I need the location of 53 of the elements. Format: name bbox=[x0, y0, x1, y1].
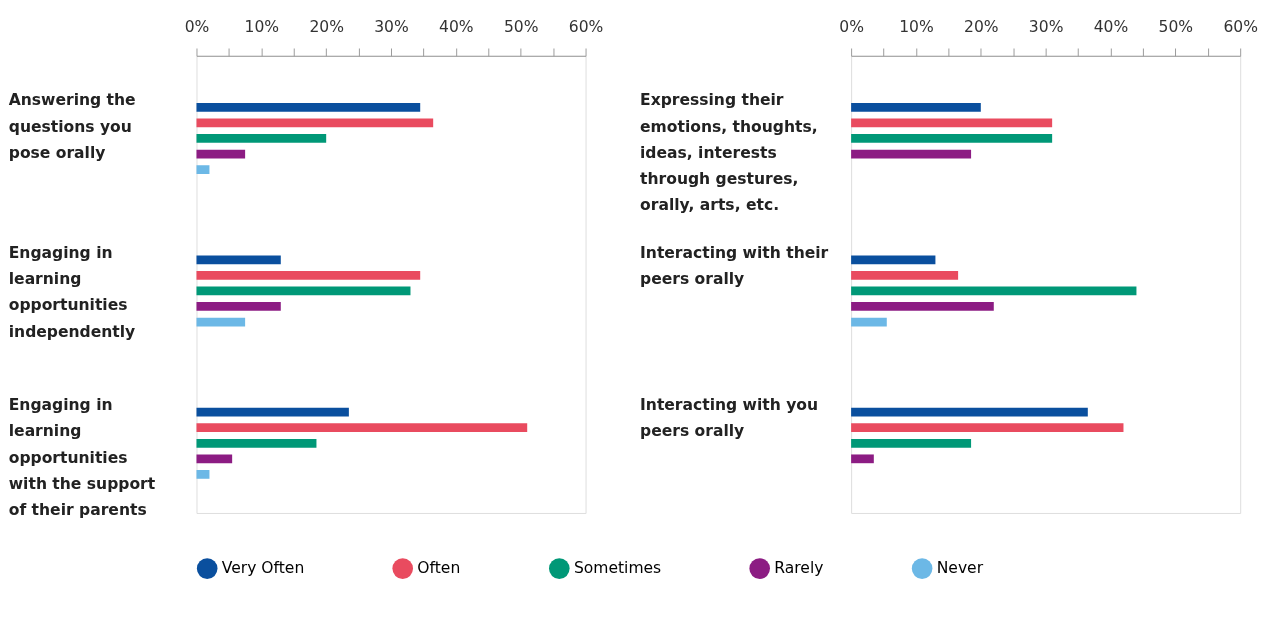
bar bbox=[196, 286, 411, 296]
bar bbox=[851, 134, 1053, 143]
bar bbox=[196, 270, 421, 280]
y-tick-label: Expressing their emotions, thoughts, ideas, interests through gestures, orally, arts, etc. bbox=[640, 91, 818, 215]
bar bbox=[196, 317, 246, 327]
bar bbox=[196, 407, 349, 417]
y-tick-label: Interacting with their peers orally bbox=[640, 243, 829, 289]
x-tick-label: 50% bbox=[503, 17, 539, 36]
x-tick-label: 50% bbox=[1158, 17, 1194, 36]
bar bbox=[851, 118, 1053, 128]
bar bbox=[851, 438, 972, 448]
legend-label: Never bbox=[936, 559, 984, 578]
x-tick-label: 20% bbox=[964, 17, 999, 36]
y-tick-label: Engaging in learning opportunities with the support of their parents bbox=[8, 396, 156, 520]
bar bbox=[196, 118, 434, 128]
y-tick-label: Interacting with you peers orally bbox=[640, 396, 819, 441]
bar bbox=[851, 454, 874, 464]
bar bbox=[196, 423, 528, 433]
x-tick-label: 30% bbox=[374, 17, 409, 36]
x-tick-label: 40% bbox=[1093, 17, 1129, 36]
legend-label: Very Often bbox=[221, 559, 305, 578]
x-tick-label: 0% bbox=[184, 17, 210, 36]
bar bbox=[196, 454, 233, 464]
legend-label: Sometimes bbox=[573, 559, 662, 578]
x-tick-label: 40% bbox=[439, 17, 474, 36]
x-tick-label: 10% bbox=[899, 17, 934, 36]
x-tick-label: 20% bbox=[309, 17, 344, 36]
bar bbox=[196, 102, 421, 112]
bar bbox=[851, 302, 994, 311]
bar bbox=[851, 407, 1088, 417]
legend-label: Rarely bbox=[774, 559, 824, 578]
bar bbox=[851, 317, 887, 327]
x-tick-label: 10% bbox=[244, 17, 280, 36]
y-tick-label: Answering the questions you pose orally bbox=[8, 91, 136, 162]
x-tick-label: 30% bbox=[1028, 17, 1064, 36]
bar bbox=[196, 470, 210, 479]
legend-label: Often bbox=[417, 559, 461, 578]
bar bbox=[196, 134, 327, 143]
bar bbox=[196, 165, 210, 174]
bar bbox=[196, 255, 281, 265]
bar bbox=[851, 270, 959, 280]
bar bbox=[851, 255, 936, 265]
bar bbox=[196, 438, 317, 448]
x-tick-label: 60% bbox=[1223, 17, 1258, 36]
x-tick-label: 0% bbox=[839, 17, 864, 36]
bar bbox=[851, 149, 972, 159]
x-tick-label: 60% bbox=[568, 17, 604, 36]
bar bbox=[851, 286, 1137, 296]
bar bbox=[851, 423, 1124, 433]
y-tick-label: Engaging in learning opportunities independently bbox=[8, 243, 136, 341]
bar bbox=[196, 302, 281, 311]
bar bbox=[196, 149, 246, 159]
bar bbox=[851, 102, 981, 112]
